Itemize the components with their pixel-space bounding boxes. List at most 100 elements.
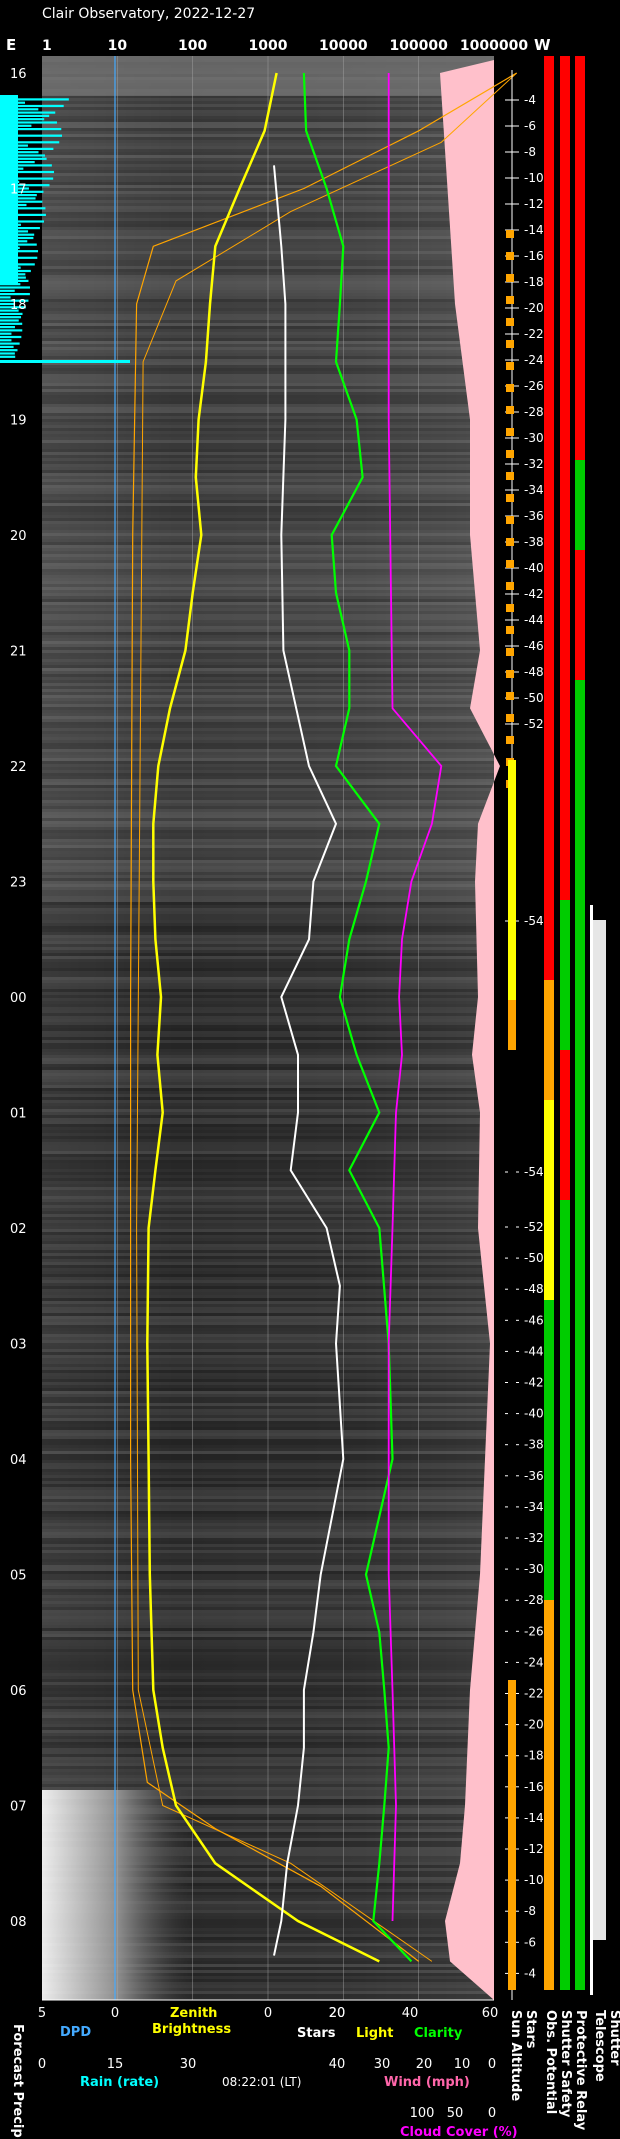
sun-altitude-label: -52 xyxy=(524,717,544,731)
sun-altitude-label: -36 xyxy=(524,509,544,523)
east-label: E xyxy=(6,36,16,54)
sun-altitude-label: -38 xyxy=(524,535,544,549)
chart-title: Clair Observatory, 2022-12-27 xyxy=(42,6,255,22)
bottom-tick-label: 100 xyxy=(410,2106,435,2121)
vertical-label: Forecast Precip. xyxy=(10,2024,25,2139)
bottom-tick-label: 60 xyxy=(482,2006,499,2021)
top-tick-label: 1000 xyxy=(249,38,288,54)
hour-label: 03 xyxy=(10,1338,27,1353)
sun-altitude-label: -52 xyxy=(524,1220,544,1234)
sun-altitude-label: -4 xyxy=(524,93,536,107)
sun-altitude-label: -20 xyxy=(524,301,544,315)
clarity-label: Clarity xyxy=(414,2026,463,2041)
sun-altitude-label: -50 xyxy=(524,1251,544,1265)
hour-label: 06 xyxy=(10,1684,27,1699)
hour-label: 18 xyxy=(10,298,27,313)
hour-label: 02 xyxy=(10,1222,27,1237)
hour-label: 16 xyxy=(10,67,27,82)
sun-altitude-label: -28 xyxy=(524,1593,544,1607)
sun-altitude-label: -32 xyxy=(524,457,544,471)
bottom-tick-label: 0 xyxy=(488,2106,496,2121)
hour-label: 01 xyxy=(10,1107,27,1122)
bottom-tick-label: 20 xyxy=(416,2057,433,2072)
vertical-label: Shutter Safety xyxy=(558,2010,573,2118)
vertical-label: Sun Altitude xyxy=(508,2010,523,2101)
zenith-brightness-line xyxy=(146,72,380,1963)
sun-altitude-label: -16 xyxy=(524,1780,544,1794)
hour-label: 22 xyxy=(10,760,27,775)
vertical-label: Obs. Potential xyxy=(543,2010,558,2114)
hour-label: 21 xyxy=(10,645,27,660)
sun-altitude-label: -6 xyxy=(524,1935,536,1949)
cloud-label: Cloud Cover (%) xyxy=(400,2125,518,2139)
stars-line xyxy=(273,165,345,1956)
bottom-tick-label: 0 xyxy=(488,2057,496,2072)
sun-altitude-label: -36 xyxy=(524,1469,544,1483)
top-axis-ticks: 1 10 100 1000 10000 100000 1000000 xyxy=(42,38,528,54)
rain-label: Rain (rate) xyxy=(80,2075,159,2090)
vertical-labels: Forecast Precip. Sun Altitude Stars Obs. Po… xyxy=(10,2010,620,2139)
sun-altitude-label: -40 xyxy=(524,561,544,575)
sun-altitude-label: -46 xyxy=(524,639,544,653)
bottom-tick-label: 0 xyxy=(111,2006,119,2021)
sun-altitude-label: -28 xyxy=(524,405,544,419)
sun-altitude-label: -50 xyxy=(524,691,544,705)
sun-altitude-label: -44 xyxy=(524,1344,544,1358)
bottom-tick-label: 50 xyxy=(447,2106,464,2121)
sun-altitude-label: -20 xyxy=(524,1718,544,1732)
wind-label: Wind (mph) xyxy=(384,2075,470,2090)
sun-altitude-label: -16 xyxy=(524,249,544,263)
sun-altitude-label: -22 xyxy=(524,1687,544,1701)
sun-altitude-label: -30 xyxy=(524,431,544,445)
sun-altitude-label: -44 xyxy=(524,613,544,627)
top-tick-label: 1 xyxy=(42,38,52,54)
cloud-cover-fill xyxy=(440,60,500,2000)
top-tick-label: 1000000 xyxy=(460,38,528,54)
sun-altitude-label: -48 xyxy=(524,1282,544,1296)
sun-altitude-label: -10 xyxy=(524,1873,544,1887)
sun-altitude-label: -22 xyxy=(524,327,544,341)
vertical-label: Protective Relay xyxy=(573,2010,588,2131)
sun-altitude-label: -24 xyxy=(524,353,544,367)
sun-altitude-axis: -4 -6 -8 -10 -12 -14 -16 -18 -20 -22 -24 -26 -28 -30 -… xyxy=(505,70,544,2000)
sun-altitude-label: -30 xyxy=(524,1562,544,1576)
sun-altitude-label: -18 xyxy=(524,275,544,289)
vertical-label: Telescope xyxy=(592,2010,607,2082)
sun-altitude-label: -48 xyxy=(524,665,544,679)
hour-label: 00 xyxy=(10,991,27,1006)
sun-altitude-label: -26 xyxy=(524,379,544,393)
hour-labels: 16 17 18 19 20 21 22 23 00 01 02 03 04 05 06 07 08 xyxy=(10,67,27,1930)
top-tick-label: 100 xyxy=(178,38,207,54)
bottom-tick-label: 5 xyxy=(38,2006,46,2021)
hour-label: 08 xyxy=(10,1915,27,1930)
sun-altitude-label: -24 xyxy=(524,1655,544,1669)
model-curve-2 xyxy=(136,72,518,1962)
west-label: W xyxy=(534,36,551,54)
bottom-tick-label: 0 xyxy=(38,2057,46,2072)
hour-label: 17 xyxy=(10,183,27,198)
model-curve-1 xyxy=(130,72,518,1962)
sun-altitude-label: -46 xyxy=(524,1313,544,1327)
sun-altitude-label: -42 xyxy=(524,587,544,601)
vertical-label: Stars xyxy=(523,2010,538,2049)
sun-altitude-label: -18 xyxy=(524,1749,544,1763)
bottom-tick-label: 0 xyxy=(264,2006,272,2021)
sun-altitude-label: -38 xyxy=(524,1438,544,1452)
sun-altitude-label: -6 xyxy=(524,119,536,133)
sun-altitude-label: -8 xyxy=(524,1904,536,1918)
vertical-label: Shutter xyxy=(607,2010,620,2066)
time-label: 08:22:01 (LT) xyxy=(222,2075,301,2089)
top-tick-label: 10 xyxy=(108,38,128,54)
sun-altitude-label: -40 xyxy=(524,1407,544,1421)
sun-altitude-label: -14 xyxy=(524,1811,544,1825)
bottom-tick-label: 20 xyxy=(329,2006,346,2021)
top-tick-label: 10000 xyxy=(319,38,368,54)
bottom-tick-label: 30 xyxy=(180,2057,197,2072)
zenith-label-2: Brightness xyxy=(152,2022,231,2037)
light-label: Light xyxy=(356,2026,394,2041)
sun-altitude-label: -12 xyxy=(524,197,544,211)
hour-label: 04 xyxy=(10,1453,27,1468)
zenith-label-1: Zenith xyxy=(170,2006,217,2021)
bottom-tick-label: 20 xyxy=(329,2006,346,2021)
